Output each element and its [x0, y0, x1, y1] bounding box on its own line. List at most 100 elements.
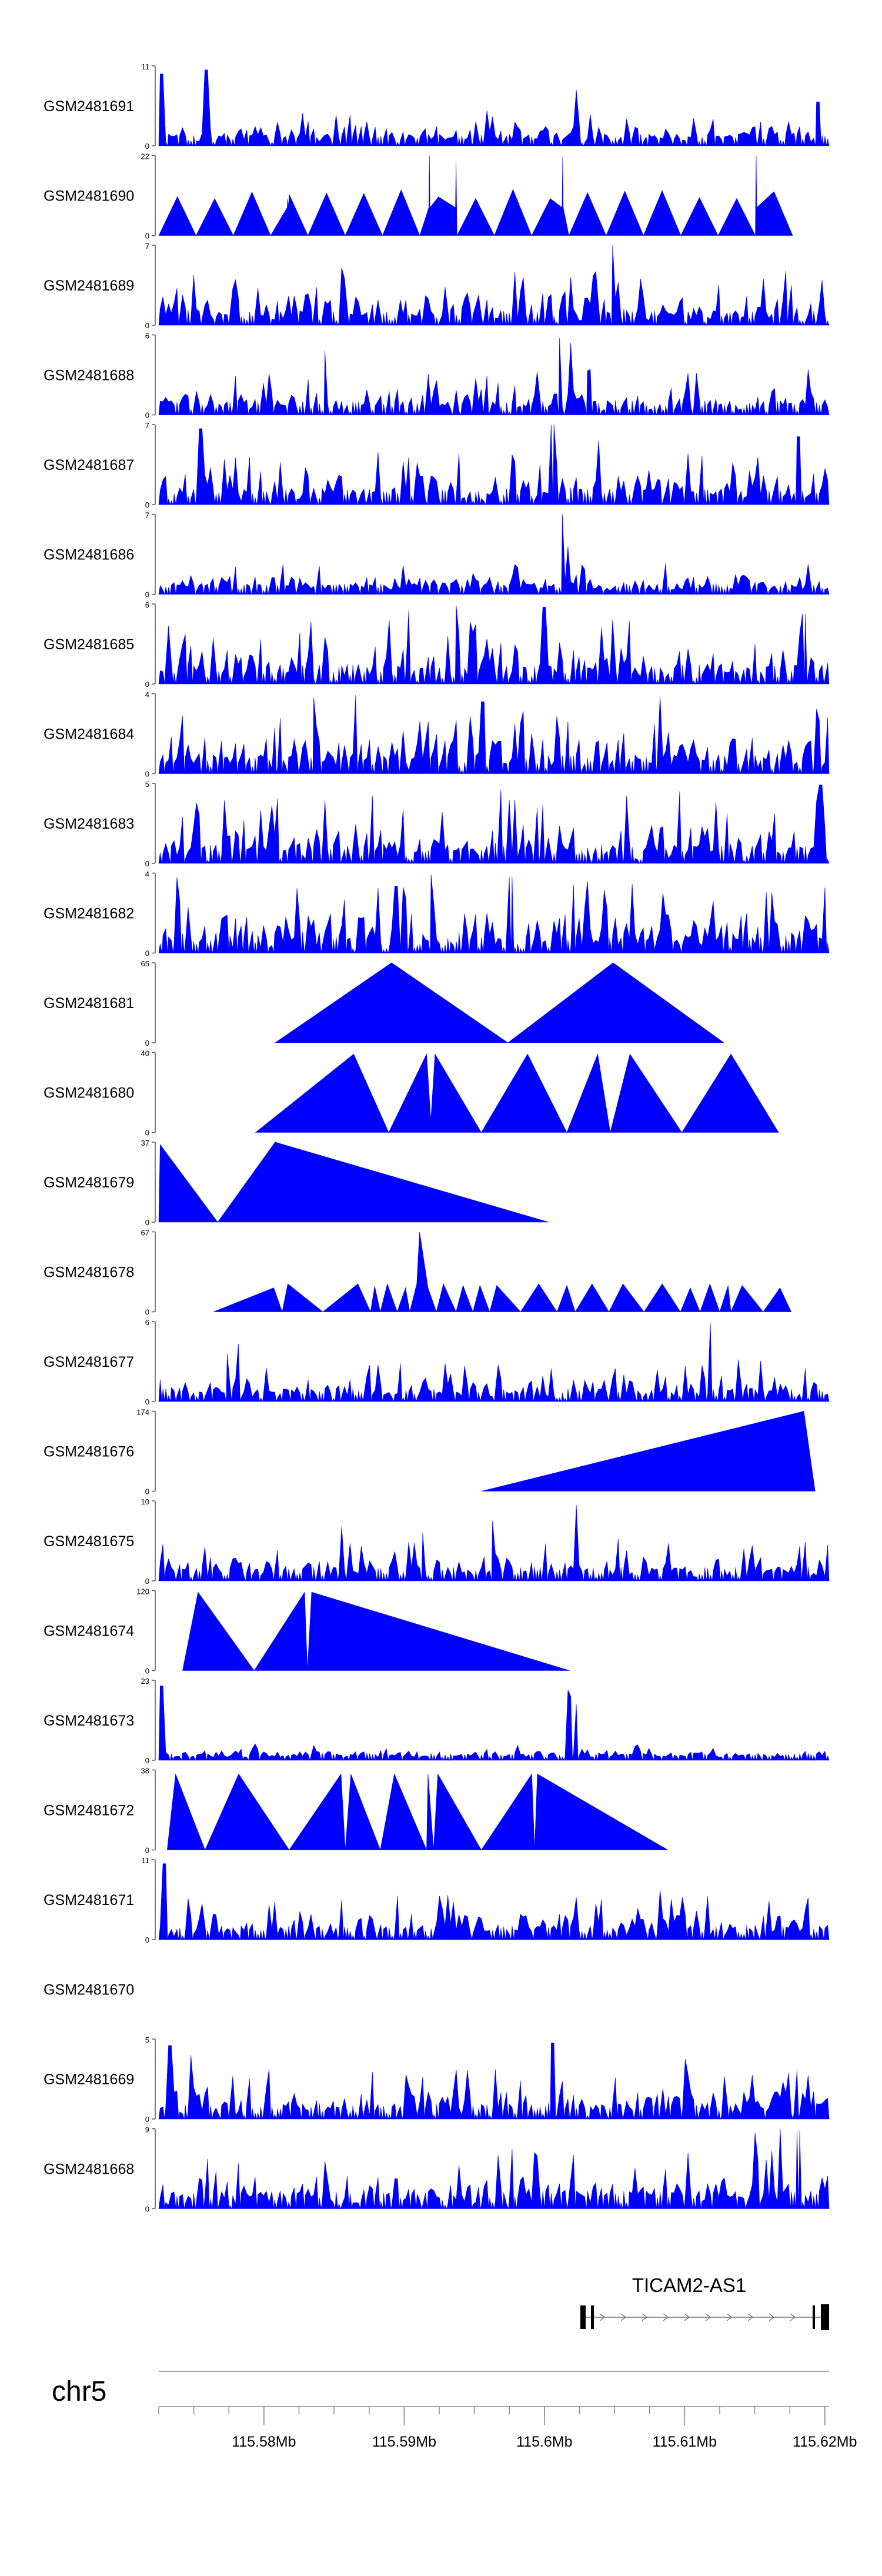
track-GSM2481676: GSM2481676 174 0: [44, 1408, 816, 1496]
y-max-label: 22: [141, 152, 149, 161]
coverage-area: [158, 69, 830, 147]
track-label: GSM2481672: [44, 1803, 134, 1819]
coverage-area: [158, 1686, 830, 1761]
track-GSM2481684: GSM2481684 4 0: [44, 690, 830, 779]
y-max-label: 5: [145, 2036, 149, 2044]
coverage-area: [158, 695, 830, 775]
coverage-area: [274, 962, 725, 1043]
track-GSM2481682: GSM2481682 4 0: [44, 870, 830, 958]
coverage-area: [255, 1053, 779, 1133]
track-GSM2481675: GSM2481675 10 0: [44, 1497, 830, 1586]
gene-exon: [580, 2305, 586, 2329]
y-min-label: 0: [145, 1039, 149, 1047]
track-GSM2481685: GSM2481685 6 0: [44, 600, 830, 689]
track-GSM2481683: GSM2481683 5 0: [44, 780, 830, 868]
coverage-area: [182, 1591, 570, 1671]
y-min-label: 0: [145, 949, 149, 958]
strand-arrow: [663, 2313, 669, 2321]
chromosome-label: chr5: [52, 2376, 106, 2407]
coverage-area: [481, 1411, 816, 1491]
y-max-label: 67: [141, 1229, 149, 1237]
axis-tick-label: 115.6Mb: [516, 2434, 572, 2450]
track-label: GSM2481678: [44, 1264, 134, 1281]
coverage-area: [158, 245, 830, 326]
coverage-area: [158, 2128, 830, 2210]
y-min-label: 0: [145, 1846, 149, 1855]
y-min-label: 0: [145, 2115, 149, 2124]
y-min-label: 0: [145, 1487, 149, 1496]
track-label: GSM2481681: [44, 995, 134, 1012]
strand-arrow: [769, 2313, 775, 2321]
track-label: GSM2481677: [44, 1354, 134, 1370]
coverage-area: [158, 1323, 830, 1403]
track-label: GSM2481690: [44, 188, 134, 205]
track-label: GSM2481691: [44, 98, 134, 115]
y-max-label: 10: [141, 1497, 149, 1506]
coverage-area: [213, 1232, 792, 1313]
track-GSM2481679: GSM2481679 37 0: [44, 1139, 549, 1227]
y-min-label: 0: [145, 411, 149, 420]
coverage-area: [158, 2043, 830, 2120]
y-min-label: 0: [145, 1129, 149, 1137]
y-max-label: 9: [145, 2125, 149, 2134]
track-label: GSM2481686: [44, 547, 134, 563]
y-min-label: 0: [145, 232, 149, 241]
coverage-area: [158, 875, 830, 954]
y-max-label: 7: [145, 511, 149, 520]
gene-exon: [821, 2304, 829, 2330]
track-GSM2481674: GSM2481674 120 0: [44, 1587, 570, 1676]
axis-tick-label: 115.58Mb: [232, 2434, 296, 2450]
y-max-label: 4: [145, 690, 149, 699]
y-min-label: 0: [145, 590, 149, 599]
track-label: GSM2481675: [44, 1533, 134, 1550]
track-GSM2481671: GSM2481671 11 0: [44, 1856, 830, 1944]
y-max-label: 174: [136, 1408, 149, 1417]
coverage-area: [158, 1504, 830, 1582]
track-GSM2481672: GSM2481672 38 0: [44, 1767, 669, 1855]
strand-arrow: [747, 2313, 754, 2321]
strand-arrow: [790, 2313, 796, 2321]
y-min-label: 0: [145, 1667, 149, 1676]
gene-track: TICAM2-AS1: [580, 2274, 829, 2330]
strand-arrow: [599, 2313, 606, 2321]
y-min-label: 0: [145, 142, 149, 151]
y-max-label: 11: [142, 1856, 150, 1865]
track-GSM2481691: GSM2481691 11 0: [44, 62, 830, 151]
track-label: GSM2481680: [44, 1085, 134, 1102]
track-label: GSM2481670: [44, 1982, 134, 1998]
track-label: GSM2481679: [44, 1174, 134, 1191]
axis-tick-label: 115.62Mb: [793, 2434, 857, 2450]
y-max-label: 23: [141, 1677, 149, 1686]
y-max-label: 7: [145, 242, 149, 251]
coverage-area: [158, 1863, 830, 1941]
axis-tick-label: 115.59Mb: [372, 2434, 436, 2450]
track-label: GSM2481676: [44, 1444, 134, 1460]
track-label: GSM2481689: [44, 278, 134, 294]
track-label: GSM2481688: [44, 368, 134, 384]
track-label: GSM2481673: [44, 1713, 134, 1729]
y-min-label: 0: [145, 1308, 149, 1317]
y-max-label: 38: [141, 1767, 149, 1776]
coverage-area: [158, 338, 830, 416]
tracks-layer: GSM2481691110GSM2481690220GSM248168970GS…: [44, 62, 830, 2214]
y-min-label: 0: [145, 1397, 149, 1406]
genome-axis: chr5 115.58Mb 115.59Mb 115.6Mb 115.61Mb 115.…: [52, 2371, 857, 2450]
track-GSM2481669: GSM2481669 5 0: [44, 2036, 830, 2124]
track-GSM2481686: GSM2481686 7 0: [44, 511, 830, 599]
track-GSM2481689: GSM2481689 7 0: [44, 242, 830, 330]
track-GSM2481690: GSM2481690 22 0: [44, 152, 793, 241]
axis-tick-label: 115.61Mb: [653, 2434, 717, 2450]
track-label: GSM2481671: [44, 1892, 134, 1908]
y-max-label: 11: [142, 62, 150, 71]
y-min-label: 0: [145, 680, 149, 689]
track-label: GSM2481684: [44, 726, 134, 743]
track-GSM2481670: GSM2481670: [44, 1982, 134, 1998]
coverage-area: [158, 514, 830, 595]
y-max-label: 65: [141, 959, 149, 968]
y-max-label: 120: [136, 1587, 149, 1596]
coverage-area: [158, 785, 830, 865]
gene-label: TICAM2-AS1: [632, 2274, 746, 2296]
track-label: GSM2481669: [44, 2071, 134, 2088]
track-GSM2481677: GSM2481677 6 0: [44, 1318, 830, 1406]
